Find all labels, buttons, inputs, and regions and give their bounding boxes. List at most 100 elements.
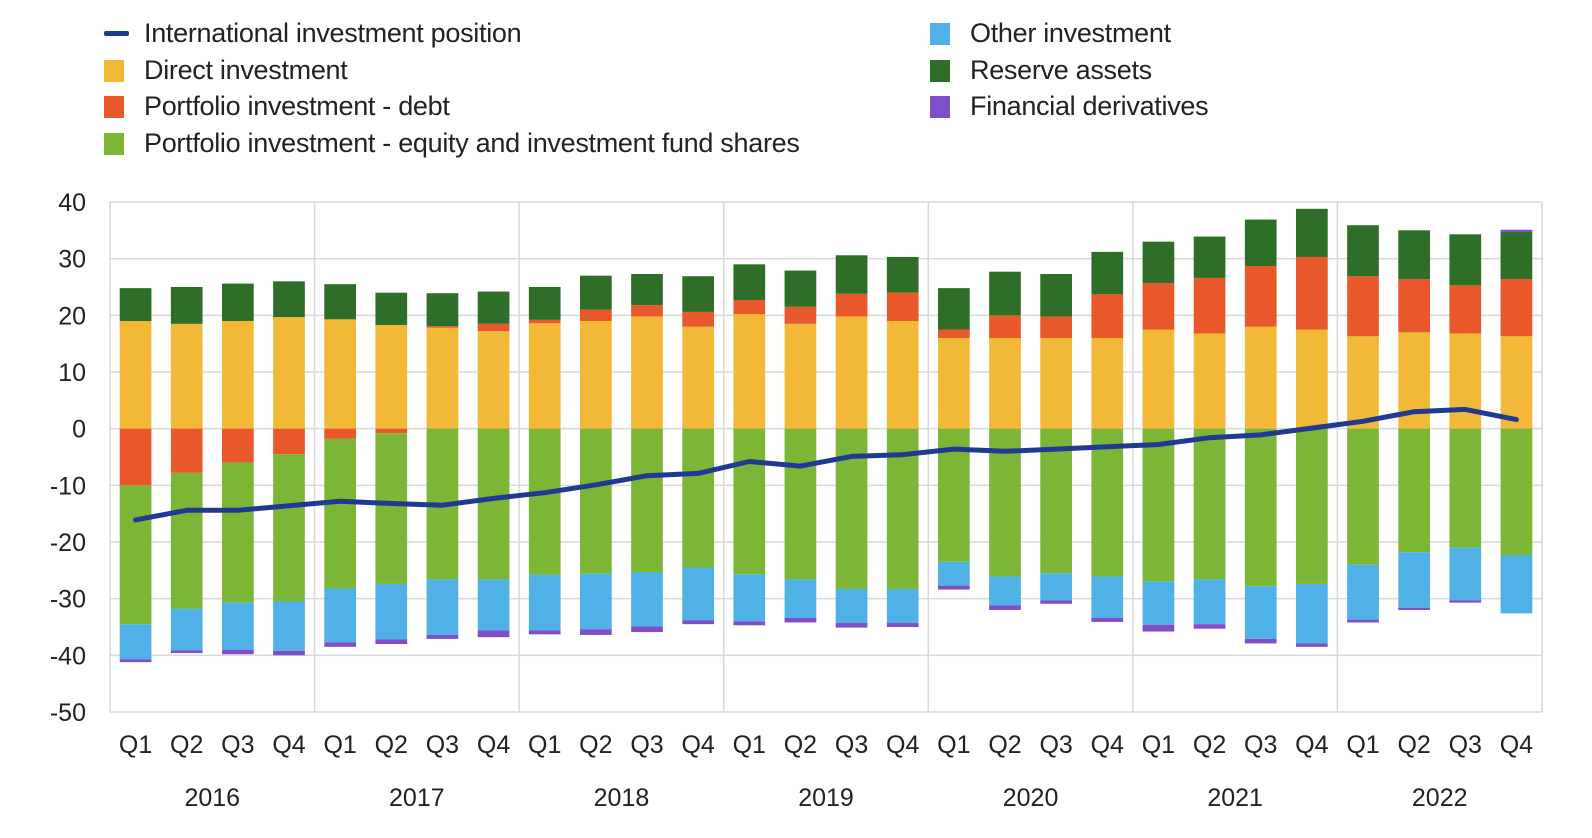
bar-other — [580, 573, 612, 630]
bar-other — [835, 589, 868, 624]
bar-direct — [1040, 338, 1072, 429]
bar-derivatives — [631, 626, 663, 633]
bar-reserve — [273, 281, 305, 318]
bar-derivatives — [733, 621, 766, 626]
legend-item-direct: Direct investment — [104, 55, 348, 86]
bar-portfolio-equity — [1142, 428, 1175, 582]
x-tick-label: Q3 — [1244, 731, 1277, 759]
x-tick-label: Q3 — [1039, 731, 1072, 759]
bar-portfolio-debt — [528, 319, 561, 324]
bar-other — [222, 602, 254, 650]
bar-derivatives — [1500, 229, 1533, 233]
bar-direct — [682, 326, 714, 429]
bar-other — [1449, 547, 1482, 601]
bar-direct — [170, 323, 203, 429]
bar-reserve — [170, 287, 203, 324]
x-tick-label: Q1 — [1142, 731, 1175, 759]
bar-portfolio-debt — [1449, 285, 1482, 334]
bar-portfolio-equity — [1347, 428, 1379, 565]
x-tick-label: Q4 — [1295, 731, 1328, 759]
bar-derivatives — [1091, 617, 1124, 622]
bar-derivatives — [1142, 624, 1175, 632]
x-tick-label: Q1 — [119, 731, 152, 759]
bar-portfolio-debt — [1500, 279, 1533, 337]
bar-derivatives — [375, 639, 408, 644]
x-tick-label: Q3 — [630, 731, 663, 759]
x-tick-label: Q2 — [1397, 731, 1430, 759]
legend-swatch-iip — [104, 31, 129, 36]
bar-portfolio-equity — [1500, 428, 1533, 556]
line-iip — [133, 406, 1519, 523]
x-tick-label: Q3 — [1449, 731, 1482, 759]
bar-portfolio-equity — [273, 454, 305, 602]
bar-portfolio-debt — [1193, 277, 1226, 334]
x-tick-label: Q3 — [426, 731, 459, 759]
bar-reserve — [938, 288, 970, 330]
bar-direct — [528, 323, 561, 429]
x-year-label: 2019 — [798, 784, 854, 812]
bar-derivatives — [170, 650, 203, 654]
legend-label-iip: International investment position — [144, 18, 522, 48]
bar-derivatives — [426, 634, 459, 639]
bar-direct — [1244, 326, 1277, 429]
bar-direct — [324, 319, 356, 429]
bar-direct — [119, 321, 152, 429]
bar-portfolio-debt — [580, 309, 612, 321]
bar-reserve — [1449, 234, 1482, 286]
bar-derivatives — [580, 629, 612, 635]
bar-portfolio-equity — [477, 428, 510, 580]
bar-direct — [1500, 336, 1533, 429]
y-tick-label: -20 — [50, 529, 86, 557]
bar-direct — [1296, 329, 1328, 429]
bar-direct — [1347, 336, 1379, 429]
bar-direct — [273, 317, 305, 429]
bar-reserve — [1244, 219, 1277, 267]
legend-swatch-portfolio-debt — [104, 95, 124, 118]
bar-portfolio-debt — [989, 315, 1021, 338]
legend-item-other: Other investment — [930, 18, 1171, 49]
bar-direct — [784, 323, 817, 429]
y-tick-label: 20 — [58, 302, 86, 330]
x-tick-label: Q1 — [1346, 731, 1379, 759]
bar-portfolio-debt — [1244, 266, 1277, 327]
bar-other — [119, 624, 152, 660]
bar-portfolio-equity — [170, 472, 203, 609]
bar-portfolio-equity — [1449, 428, 1482, 548]
bar-direct — [1142, 329, 1175, 429]
bar-reserve — [784, 270, 817, 307]
bar-reserve — [989, 271, 1021, 316]
bar-derivatives — [835, 623, 868, 628]
bar-reserve — [1296, 208, 1328, 257]
y-tick-label: -40 — [50, 642, 86, 670]
bar-direct — [631, 316, 663, 429]
bar-other — [1193, 579, 1226, 625]
bar-reserve — [1040, 273, 1072, 317]
bar-reserve — [222, 283, 254, 321]
bar-other — [631, 572, 663, 627]
bar-derivatives — [1040, 600, 1072, 604]
bar-portfolio-equity — [631, 428, 663, 573]
bar-other — [886, 589, 919, 624]
bar-derivatives — [1296, 643, 1328, 647]
y-tick-label: 40 — [58, 189, 86, 217]
bar-other — [1142, 581, 1175, 625]
bar-derivatives — [477, 630, 510, 638]
bar-portfolio-debt — [1296, 256, 1328, 330]
bar-reserve — [324, 284, 356, 320]
bar-direct — [580, 321, 612, 429]
bars-layer — [119, 208, 1533, 663]
legend-swatch-derivatives — [930, 95, 950, 118]
bar-derivatives — [324, 642, 356, 647]
bar-derivatives — [119, 659, 152, 663]
legend-label-derivatives: Financial derivatives — [970, 91, 1209, 121]
bar-other — [1296, 583, 1328, 644]
bar-reserve — [477, 291, 510, 324]
bar-direct — [222, 321, 254, 429]
bar-other — [426, 579, 459, 635]
x-tick-label: Q4 — [1500, 731, 1533, 759]
bar-portfolio-debt — [273, 428, 305, 455]
x-tick-label: Q2 — [375, 731, 408, 759]
bar-other — [784, 579, 817, 618]
bar-other — [324, 588, 356, 643]
bar-derivatives — [528, 630, 561, 635]
